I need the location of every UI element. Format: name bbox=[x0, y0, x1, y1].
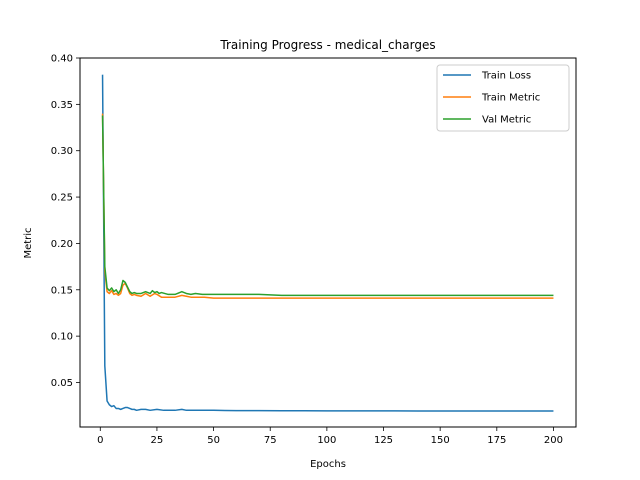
legend-label-val-metric: Val Metric bbox=[482, 115, 531, 126]
x-tick-label: 50 bbox=[207, 435, 220, 446]
x-tick-label: 0 bbox=[97, 435, 103, 446]
y-axis-ticks: 0.05 0.10 0.15 0.20 0.25 0.30 0.35 0.40 bbox=[51, 54, 80, 389]
legend-label-train-loss: Train Loss bbox=[481, 71, 531, 82]
y-tick-label: 0.25 bbox=[51, 193, 73, 204]
y-tick-label: 0.40 bbox=[51, 54, 73, 65]
x-tick-label: 125 bbox=[374, 435, 393, 446]
x-tick-label: 25 bbox=[151, 435, 164, 446]
y-tick-label: 0.35 bbox=[51, 100, 73, 111]
x-tick-label: 150 bbox=[431, 435, 450, 446]
y-tick-label: 0.10 bbox=[51, 332, 73, 343]
y-tick-label: 0.15 bbox=[51, 285, 73, 296]
x-axis-title: Epochs bbox=[310, 459, 346, 470]
y-tick-label: 0.30 bbox=[51, 146, 73, 157]
y-tick-label: 0.20 bbox=[51, 239, 73, 250]
series-line-train-metric bbox=[101, 113, 554, 299]
legend: Train Loss Train Metric Val Metric bbox=[436, 64, 570, 132]
plot-frame bbox=[79, 57, 577, 428]
plot-series bbox=[101, 74, 554, 412]
chart-title: Training Progress - medical_charges bbox=[219, 38, 435, 52]
x-tick-label: 200 bbox=[544, 435, 563, 446]
x-tick-label: 100 bbox=[317, 435, 336, 446]
legend-box bbox=[436, 64, 570, 132]
y-tick-label: 0.05 bbox=[51, 378, 73, 389]
series-line-train-loss bbox=[101, 74, 554, 412]
y-axis-title: Metric bbox=[23, 227, 34, 258]
x-tick-label: 75 bbox=[264, 435, 277, 446]
series-line-val-metric bbox=[101, 115, 554, 297]
x-tick-label: 175 bbox=[487, 435, 506, 446]
x-axis-ticks: 0 25 50 75 100 125 150 175 200 bbox=[97, 427, 563, 446]
legend-label-train-metric: Train Metric bbox=[481, 93, 540, 104]
